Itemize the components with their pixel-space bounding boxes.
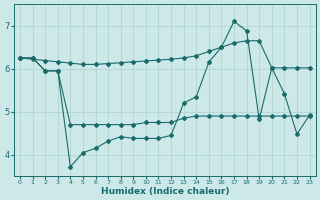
X-axis label: Humidex (Indice chaleur): Humidex (Indice chaleur): [100, 187, 229, 196]
